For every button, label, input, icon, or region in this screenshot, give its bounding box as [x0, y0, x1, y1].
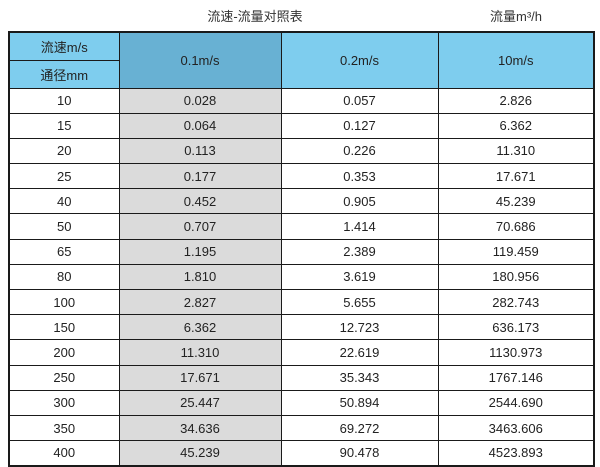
flow-value-cell: 22.619 [280, 339, 439, 366]
flow-value-cell: 0.177 [118, 163, 282, 190]
flow-value-cell: 5.655 [280, 288, 439, 316]
table-row: 150 6.362 12.723 636.173 [8, 314, 595, 341]
diameter-cell: 300 [8, 389, 120, 416]
flow-value-cell: 180.956 [437, 263, 595, 291]
title-bar: 流速-流量对照表 流量m³/h [0, 0, 600, 30]
table-row: 40 0.452 0.905 45.239 [8, 188, 595, 215]
flow-value-cell: 70.686 [437, 213, 595, 240]
flow-value-cell: 119.459 [437, 238, 595, 265]
flow-value-cell: 17.671 [437, 163, 595, 190]
flow-value-cell: 636.173 [437, 314, 595, 341]
flow-value-cell: 2.827 [118, 288, 282, 316]
flow-table-header: 流速m/s 0.1m/s 0.2m/s 10m/s 通径mm [8, 31, 595, 89]
header-col-0-2ms: 0.2m/s [280, 31, 439, 89]
flow-value-cell: 50.894 [280, 389, 439, 416]
table-row: 100 2.827 5.655 282.743 [8, 288, 595, 316]
diameter-cell: 50 [8, 213, 120, 240]
flow-unit-label: 流量m³/h [489, 9, 543, 24]
table-row: 20 0.113 0.226 11.310 [8, 137, 595, 165]
flow-value-cell: 4523.893 [437, 440, 595, 467]
flow-value-cell: 0.226 [280, 137, 439, 165]
flow-value-cell: 12.723 [280, 314, 439, 341]
diameter-cell: 40 [8, 188, 120, 215]
table-row: 300 25.447 50.894 2544.690 [8, 389, 595, 416]
table-row: 25 0.177 0.353 17.671 [8, 163, 595, 190]
flow-value-cell: 17.671 [118, 364, 282, 391]
flow-value-cell: 6.362 [437, 112, 595, 139]
header-velocity-label: 流速m/s [8, 31, 120, 61]
table-row: 65 1.195 2.389 119.459 [8, 238, 595, 265]
flow-value-cell: 11.310 [437, 137, 595, 165]
diameter-cell: 100 [8, 288, 120, 316]
table-row: 400 45.239 90.478 4523.893 [8, 440, 595, 467]
header-col-10ms: 10m/s [437, 31, 595, 89]
flow-value-cell: 1.195 [118, 238, 282, 265]
flow-value-cell: 0.707 [118, 213, 282, 240]
flow-value-cell: 0.905 [280, 188, 439, 215]
flow-table-body: 10 0.028 0.057 2.826 15 0.064 0.127 6.362 20 0.11… [8, 87, 595, 467]
diameter-cell: 250 [8, 364, 120, 391]
flow-value-cell: 45.239 [118, 440, 282, 467]
flow-value-cell: 6.362 [118, 314, 282, 341]
table-row: 15 0.064 0.127 6.362 [8, 112, 595, 139]
table-row: 50 0.707 1.414 70.686 [8, 213, 595, 240]
flow-value-cell: 1767.146 [437, 364, 595, 391]
table-row: 350 34.636 69.272 3463.606 [8, 414, 595, 442]
diameter-cell: 20 [8, 137, 120, 165]
flow-value-cell: 282.743 [437, 288, 595, 316]
flow-value-cell: 0.452 [118, 188, 282, 215]
flow-value-cell: 25.447 [118, 389, 282, 416]
flow-value-cell: 69.272 [280, 414, 439, 442]
flow-value-cell: 2.389 [280, 238, 439, 265]
diameter-cell: 25 [8, 163, 120, 190]
flow-value-cell: 3463.606 [437, 414, 595, 442]
flow-rate-table: 流速m/s 0.1m/s 0.2m/s 10m/s 通径mm 10 0.028 0.… [8, 31, 595, 467]
flow-value-cell: 2.826 [437, 87, 595, 114]
flow-value-cell: 0.353 [280, 163, 439, 190]
flow-value-cell: 3.619 [280, 263, 439, 291]
header-col-0-1ms: 0.1m/s [118, 31, 282, 89]
flow-value-cell: 0.127 [280, 112, 439, 139]
diameter-cell: 400 [8, 440, 120, 467]
table-title: 流速-流量对照表 [207, 9, 303, 24]
diameter-cell: 80 [8, 263, 120, 291]
flow-value-cell: 0.028 [118, 87, 282, 114]
flow-value-cell: 11.310 [118, 339, 282, 366]
diameter-cell: 200 [8, 339, 120, 366]
header-diameter-label: 通径mm [8, 59, 120, 89]
diameter-cell: 65 [8, 238, 120, 265]
flow-value-cell: 45.239 [437, 188, 595, 215]
flow-value-cell: 35.343 [280, 364, 439, 391]
flow-value-cell: 1130.973 [437, 339, 595, 366]
flow-value-cell: 1.414 [280, 213, 439, 240]
flow-value-cell: 90.478 [280, 440, 439, 467]
table-row: 10 0.028 0.057 2.826 [8, 87, 595, 114]
flow-value-cell: 0.113 [118, 137, 282, 165]
diameter-cell: 10 [8, 87, 120, 114]
flow-value-cell: 0.064 [118, 112, 282, 139]
diameter-cell: 150 [8, 314, 120, 341]
table-row: 80 1.810 3.619 180.956 [8, 263, 595, 291]
diameter-cell: 15 [8, 112, 120, 139]
flow-value-cell: 0.057 [280, 87, 439, 114]
flow-value-cell: 2544.690 [437, 389, 595, 416]
table-row: 200 11.310 22.619 1130.973 [8, 339, 595, 366]
flow-value-cell: 34.636 [118, 414, 282, 442]
diameter-cell: 350 [8, 414, 120, 442]
table-row: 250 17.671 35.343 1767.146 [8, 364, 595, 391]
flow-value-cell: 1.810 [118, 263, 282, 291]
